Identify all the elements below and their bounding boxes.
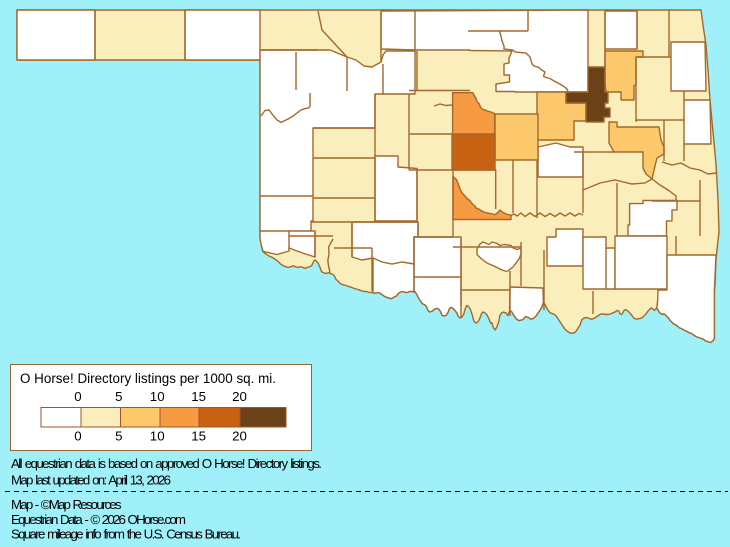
svg-text:20: 20: [232, 429, 247, 444]
svg-text:O Horse! Directory listings pe: O Horse! Directory listings per 1000 sq.…: [20, 371, 276, 386]
svg-text:5: 5: [115, 389, 122, 404]
svg-text:15: 15: [191, 389, 206, 404]
svg-text:0: 0: [74, 389, 81, 404]
svg-text:20: 20: [232, 389, 247, 404]
svg-text:All equestrian data is based o: All equestrian data is based on approved…: [11, 456, 322, 471]
svg-text:Square mileage info from the U: Square mileage info from the U.S. Census…: [11, 527, 241, 542]
svg-text:10: 10: [150, 389, 165, 404]
svg-text:5: 5: [115, 429, 122, 444]
svg-text:0: 0: [74, 429, 81, 444]
svg-text:10: 10: [150, 429, 165, 444]
svg-text:Map - ©Map Resources: Map - ©Map Resources: [11, 497, 122, 512]
svg-text:Map last updated on: April 13,: Map last updated on: April 13, 2026: [11, 472, 171, 487]
svg-text:15: 15: [191, 429, 206, 444]
svg-text:Equestrian Data - © 2026 OHors: Equestrian Data - © 2026 OHorse.com: [11, 512, 186, 527]
